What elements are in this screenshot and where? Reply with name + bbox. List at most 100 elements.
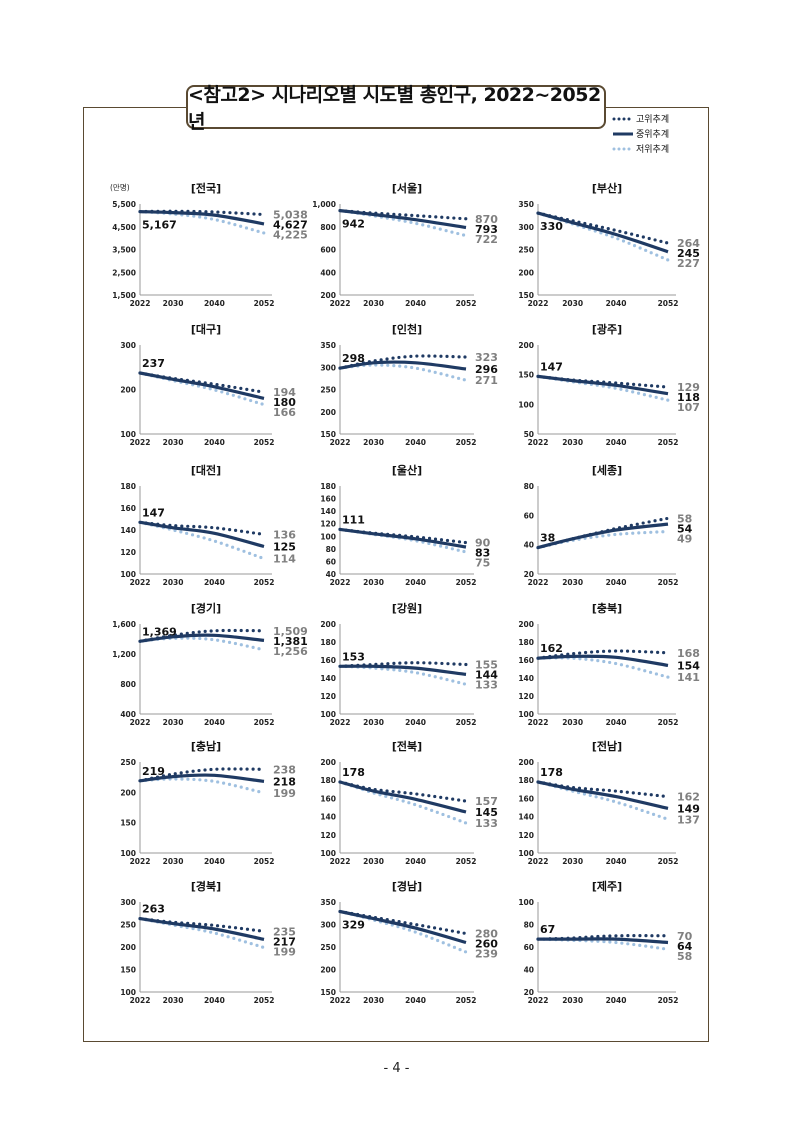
series-line-mid bbox=[537, 374, 669, 396]
x-tick-label: 2052 bbox=[254, 578, 275, 587]
end-label-mid: 217 bbox=[273, 935, 296, 948]
end-label-low: 114 bbox=[273, 553, 296, 566]
y-tick-label: 120 bbox=[518, 692, 534, 701]
x-tick-label: 2022 bbox=[130, 578, 151, 587]
series-line-high bbox=[138, 628, 266, 643]
y-tick-label: 300 bbox=[120, 898, 136, 907]
end-label-low: 199 bbox=[273, 787, 296, 800]
end-label-high: 5,038 bbox=[273, 209, 308, 222]
end-label-high: 238 bbox=[273, 763, 296, 776]
series-line-high bbox=[338, 661, 468, 668]
y-tick-label: 250 bbox=[120, 921, 136, 930]
start-label: 298 bbox=[342, 352, 365, 365]
end-label-low: 49 bbox=[677, 532, 692, 545]
y-tick-label: 120 bbox=[120, 548, 136, 557]
end-label-mid: 793 bbox=[475, 223, 498, 236]
start-label: 147 bbox=[540, 360, 563, 373]
series-line-mid bbox=[139, 633, 265, 643]
y-tick-label: 800 bbox=[320, 223, 336, 232]
start-label: 263 bbox=[142, 903, 165, 916]
y-tick-label: 120 bbox=[518, 831, 534, 840]
y-tick-label: 40 bbox=[326, 570, 336, 579]
y-tick-label: 300 bbox=[120, 341, 136, 350]
legend: 고위추계 중위추계 저위추계 bbox=[612, 111, 708, 156]
y-tick-label: 60 bbox=[326, 557, 336, 566]
x-tick-label: 2030 bbox=[363, 857, 384, 866]
y-tick-label: 350 bbox=[320, 341, 336, 350]
series-line-high bbox=[536, 934, 670, 941]
y-tick-label: 100 bbox=[320, 710, 336, 719]
legend-swatch-high bbox=[612, 117, 634, 120]
y-tick-label: 200 bbox=[518, 268, 534, 277]
legend-label-mid: 중위추계 bbox=[636, 130, 670, 140]
x-tick-label: 2030 bbox=[562, 718, 583, 727]
series-line-mid bbox=[339, 209, 467, 230]
x-tick-label: 2030 bbox=[163, 438, 184, 447]
x-tick-label: 2052 bbox=[658, 996, 679, 1005]
x-tick-label: 2040 bbox=[204, 857, 225, 866]
y-tick-label: 150 bbox=[320, 988, 336, 997]
end-label-high: 129 bbox=[677, 381, 700, 394]
series-line-high bbox=[536, 649, 670, 660]
y-tick-label: 50 bbox=[524, 430, 534, 439]
x-tick-label: 2022 bbox=[330, 718, 351, 727]
series-line-low bbox=[536, 529, 670, 550]
legend-swatch-low bbox=[612, 147, 634, 150]
y-tick-label: 150 bbox=[120, 819, 136, 828]
y-tick-label: 200 bbox=[120, 943, 136, 952]
end-label-low: 239 bbox=[475, 948, 498, 961]
end-label-low: 58 bbox=[677, 950, 692, 963]
chart-title: [인천] bbox=[392, 322, 422, 336]
x-tick-label: 2022 bbox=[528, 438, 549, 447]
x-tick-label: 2040 bbox=[606, 578, 627, 587]
series-line-low bbox=[536, 374, 670, 402]
chart-title: [대구] bbox=[191, 322, 221, 336]
y-tick-label: 200 bbox=[320, 291, 336, 300]
start-label: 329 bbox=[342, 918, 365, 931]
series-line-high bbox=[338, 209, 468, 221]
end-label-high: 280 bbox=[475, 928, 498, 941]
start-label: 219 bbox=[142, 765, 165, 778]
y-tick-label: 250 bbox=[120, 758, 136, 767]
series-line-low bbox=[536, 937, 670, 951]
end-label-mid: 144 bbox=[475, 669, 498, 682]
series-line-high bbox=[536, 211, 670, 245]
series-line-mid bbox=[139, 371, 265, 400]
legend-label-high: 고위추계 bbox=[636, 115, 670, 125]
end-label-high: 194 bbox=[273, 386, 296, 399]
x-tick-label: 2040 bbox=[204, 718, 225, 727]
y-tick-label: 180 bbox=[320, 638, 336, 647]
chart-title: [충남] bbox=[191, 739, 221, 753]
chart-title: [대전] bbox=[191, 463, 221, 477]
end-label-mid: 180 bbox=[273, 396, 296, 409]
series-line-mid bbox=[537, 522, 669, 550]
end-label-low: 107 bbox=[677, 401, 700, 414]
x-tick-label: 2040 bbox=[606, 438, 627, 447]
x-tick-label: 2030 bbox=[363, 438, 384, 447]
y-tick-label: 100 bbox=[518, 849, 534, 858]
end-label-mid: 260 bbox=[475, 938, 498, 951]
start-label: 1,369 bbox=[142, 625, 177, 638]
y-tick-label: 100 bbox=[120, 849, 136, 858]
x-tick-label: 2040 bbox=[204, 578, 225, 587]
y-tick-label: 250 bbox=[320, 943, 336, 952]
y-tick-label: 180 bbox=[320, 482, 336, 491]
end-label-mid: 149 bbox=[677, 802, 700, 815]
y-tick-label: 1,000 bbox=[312, 200, 336, 209]
end-label-low: 75 bbox=[475, 557, 490, 570]
end-label-mid: 145 bbox=[475, 806, 498, 819]
series-line-low bbox=[338, 209, 468, 238]
start-label: 178 bbox=[540, 766, 563, 779]
x-tick-label: 2052 bbox=[456, 718, 477, 727]
x-tick-label: 2022 bbox=[330, 578, 351, 587]
y-tick-label: 80 bbox=[524, 921, 534, 930]
y-tick-label: 4,500 bbox=[112, 223, 136, 232]
y-tick-label: 120 bbox=[320, 831, 336, 840]
x-tick-label: 2022 bbox=[528, 857, 549, 866]
end-label-low: 722 bbox=[475, 233, 498, 246]
